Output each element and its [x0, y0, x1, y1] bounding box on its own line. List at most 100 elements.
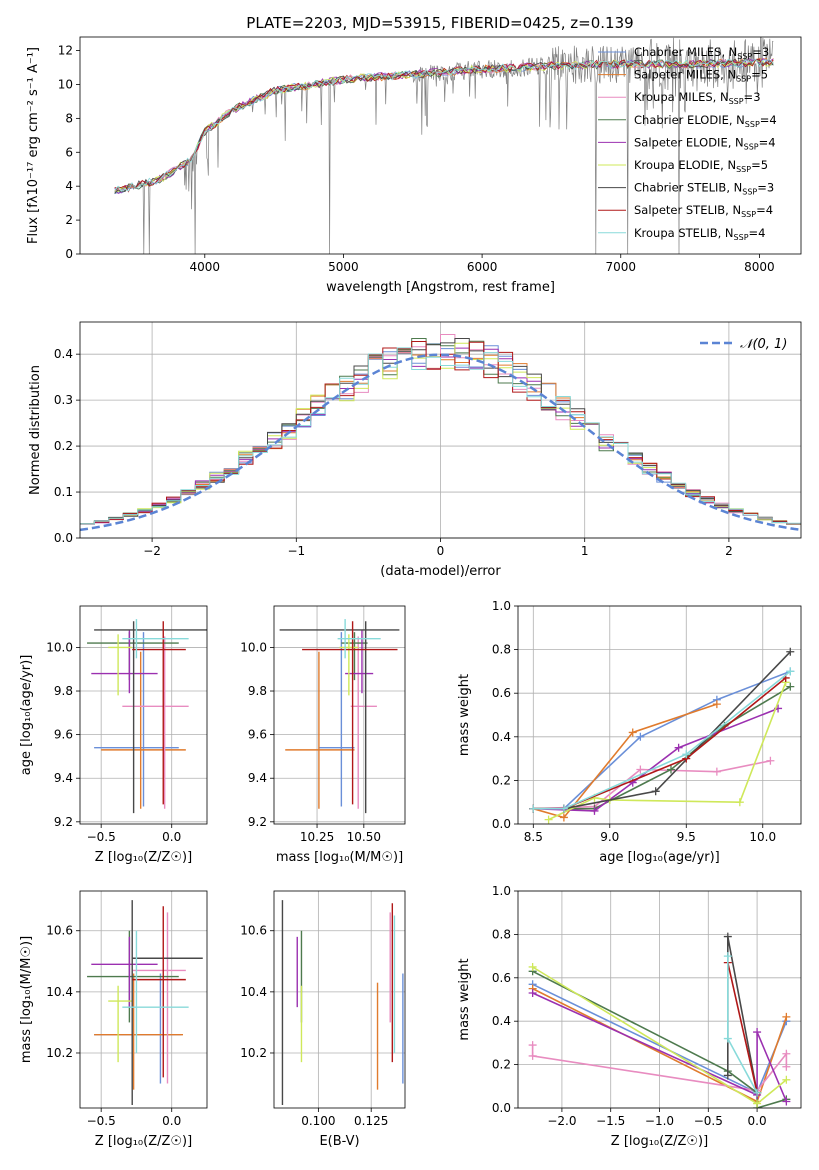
- x-tick-label: 10.50: [347, 830, 381, 844]
- residual-legend: 𝒩(0, 1): [700, 337, 787, 352]
- x-axis-label: E(B-V): [319, 1134, 359, 1149]
- weight-line: [533, 651, 791, 810]
- x-tick-label: 0.0: [748, 1114, 767, 1128]
- x-tick-label: 5000: [328, 260, 359, 274]
- weight-marker: [735, 798, 744, 807]
- axes-frame: [273, 605, 406, 825]
- panel-mass_vs_Z: −0.5 0.0 10.2 10.4 10.6 Z [log₁₀(Z/Z☉)] mass […: [19, 890, 208, 1149]
- panel-age_vs_mass: 10.25 10.50 9.2 9.4 9.6 9.8 10.0 mass [log₁₀(M/…: [240, 605, 406, 865]
- y-tick-label: 9.8: [54, 684, 73, 698]
- panel-spectrum: 4000 5000 6000 7000 8000 0 2 4 6 8 10 12 wavelength …: [26, 36, 802, 295]
- x-tick-label: −1: [287, 544, 305, 558]
- x-tick-label: 2: [725, 544, 733, 558]
- axes-frame: [517, 890, 802, 1109]
- weight-marker: [782, 1075, 791, 1084]
- legend-entry: Salpeter ELODIE, NSSP=4: [634, 135, 776, 151]
- legend-entry: Salpeter STELIB, NSSP=4: [634, 203, 773, 219]
- weight-marker: [786, 647, 795, 656]
- x-axis-label: mass [log₁₀(M/M☉)]: [276, 850, 403, 865]
- x-tick-label: −2: [143, 544, 161, 558]
- spectrum-data-line: [114, 37, 774, 254]
- y-axis-label: mass weight: [457, 958, 472, 1040]
- axes-frame: [79, 36, 802, 255]
- x-tick-label: 0.0: [162, 830, 181, 844]
- x-tick-label: 7000: [605, 260, 636, 274]
- y-tick-label: 0.8: [492, 927, 511, 941]
- weight-marker: [528, 1041, 537, 1050]
- y-tick-label: 10.2: [46, 1046, 73, 1060]
- weight-marker: [753, 1088, 762, 1097]
- axes-frame: [517, 605, 802, 825]
- x-tick-label: 9.5: [677, 830, 696, 844]
- x-axis-label: Z [log₁₀(Z/Z☉)]: [611, 1134, 708, 1149]
- y-tick-label: 0: [65, 247, 73, 261]
- legend-entry: Chabrier STELIB, NSSP=3: [634, 181, 774, 197]
- y-tick-label: 1.0: [492, 884, 511, 898]
- plot-area: [80, 334, 801, 532]
- x-axis-label: age [log₁₀(age/yr)]: [599, 850, 720, 865]
- x-tick-label: −0.5: [87, 1114, 116, 1128]
- x-tick-label: 0.0: [162, 1114, 181, 1128]
- x-tick-label: −0.5: [694, 1114, 723, 1128]
- legend-entry: 𝒩(0, 1): [740, 337, 787, 352]
- y-tick-label: 0.0: [492, 817, 511, 831]
- y-axis-label: Flux [fλ10⁻¹⁷ erg cm⁻² s⁻¹ A⁻¹]: [26, 47, 41, 244]
- weight-marker: [782, 1012, 791, 1021]
- weight-marker: [628, 728, 637, 737]
- weight-marker: [559, 804, 568, 813]
- plot-area: [114, 37, 774, 254]
- axes-frame: [273, 890, 406, 1109]
- weight-line: [727, 962, 758, 1093]
- y-tick-label: 6: [65, 145, 73, 159]
- weight-marker: [786, 667, 795, 676]
- y-tick-label: 10.0: [46, 640, 73, 654]
- normal-curve: [80, 353, 801, 532]
- residual-histogram: [80, 347, 801, 525]
- panel-weight_vs_Z: −2.0 −1.5 −1.0 −0.5 0.0 0.0 0.2 0.4 0.6 0.8 1.0 Z […: [457, 884, 802, 1149]
- x-tick-label: 0.100: [301, 1114, 335, 1128]
- y-axis-label: age [log₁₀(age/yr)]: [19, 655, 34, 776]
- y-axis-label: mass [log₁₀(M/M☉)]: [19, 936, 34, 1063]
- weight-line: [533, 703, 718, 819]
- y-tick-label: 9.6: [248, 728, 267, 742]
- legend-entry: Kroupa ELODIE, NSSP=5: [634, 158, 768, 174]
- y-tick-label: 0.4: [54, 347, 73, 361]
- legend-entry: Salpeter MILES, NSSP=5: [634, 68, 768, 84]
- weight-marker: [723, 1071, 732, 1080]
- weight-marker: [528, 988, 537, 997]
- weight-marker: [636, 765, 645, 774]
- y-axis-label: mass weight: [457, 674, 472, 756]
- x-axis-label: Z [log₁₀(Z/Z☉)]: [95, 1134, 192, 1149]
- weight-marker: [529, 804, 538, 813]
- x-tick-label: 0.125: [354, 1114, 388, 1128]
- spectrum-model-line: [114, 59, 774, 194]
- y-tick-label: 10: [58, 77, 73, 91]
- y-axis-label: Normed distribution: [28, 365, 43, 495]
- y-tick-label: 1.0: [492, 599, 511, 613]
- residual-histogram: [80, 338, 801, 525]
- panel-mass_vs_ebv: 0.100 0.125 10.2 10.4 10.6 E(B-V): [240, 890, 406, 1149]
- y-tick-label: 0.6: [492, 686, 511, 700]
- y-tick-label: 9.2: [54, 815, 73, 829]
- spectrum-legend: Chabrier MILES, NSSP=3 Salpeter MILES, NS…: [598, 45, 777, 242]
- weight-marker: [766, 756, 775, 765]
- weight-line: [532, 992, 788, 1102]
- weight-marker: [782, 1049, 791, 1058]
- y-tick-label: 0.6: [492, 971, 511, 985]
- y-tick-label: 0.2: [492, 773, 511, 787]
- x-axis-label: wavelength [Angstrom, rest frame]: [326, 280, 555, 295]
- y-tick-label: 0.8: [492, 643, 511, 657]
- y-tick-label: 10.2: [240, 1046, 267, 1060]
- y-tick-label: 9.4: [248, 771, 267, 785]
- x-tick-label: −2.0: [547, 1114, 576, 1128]
- x-tick-label: 10.25: [300, 830, 334, 844]
- y-tick-label: 0.3: [54, 393, 73, 407]
- x-axis-label: (data-model)/error: [380, 564, 501, 579]
- weight-line: [533, 677, 787, 810]
- weight-marker: [651, 787, 660, 796]
- y-tick-label: 0.2: [492, 1058, 511, 1072]
- weight-marker: [666, 765, 675, 774]
- y-tick-label: 9.2: [248, 815, 267, 829]
- x-axis-label: Z [log₁₀(Z/Z☉)]: [95, 850, 192, 865]
- y-tick-label: 0.4: [492, 730, 511, 744]
